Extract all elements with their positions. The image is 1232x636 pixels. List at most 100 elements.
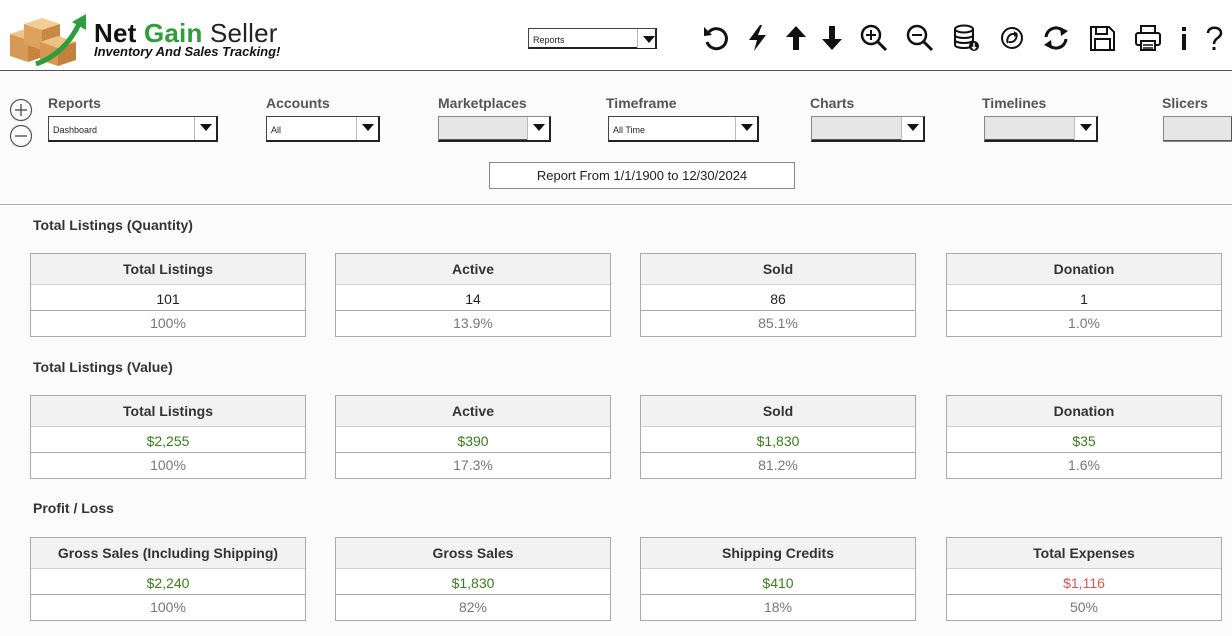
timeframe-select-value: All Time bbox=[613, 125, 646, 135]
section-title-value: Total Listings (Value) bbox=[33, 359, 173, 375]
card-value: 101 bbox=[31, 285, 305, 311]
timelines-label: Timelines bbox=[982, 95, 1047, 111]
slicers-select[interactable] bbox=[1163, 116, 1232, 142]
card-total-listings-value: Total Listings $2,255 100% bbox=[30, 395, 306, 479]
view-select[interactable]: Reports bbox=[528, 28, 657, 49]
sync-circle-icon[interactable] bbox=[994, 18, 1030, 58]
card-header: Total Expenses bbox=[947, 538, 1221, 569]
title-gain: Gain bbox=[143, 18, 203, 48]
print-icon[interactable] bbox=[1130, 18, 1166, 58]
card-total-listings-qty: Total Listings 101 100% bbox=[30, 253, 306, 337]
card-header: Donation bbox=[947, 396, 1221, 427]
reports-label: Reports bbox=[48, 95, 101, 111]
help-icon[interactable] bbox=[1196, 18, 1232, 58]
marketplaces-select[interactable] bbox=[438, 116, 551, 142]
expand-plus-icon[interactable] bbox=[9, 98, 33, 122]
view-select-value: Reports bbox=[533, 35, 565, 45]
app-subtitle: Inventory And Sales Tracking! bbox=[94, 44, 281, 59]
timeframe-label: Timeframe bbox=[606, 95, 677, 111]
chevron-down-icon bbox=[527, 117, 549, 140]
chevron-down-icon bbox=[901, 117, 923, 140]
card-active-value: Active $390 17.3% bbox=[335, 395, 611, 479]
card-sold-value: Sold $1,830 81.2% bbox=[640, 395, 916, 479]
accounts-select-value: All bbox=[271, 125, 282, 135]
marketplaces-label: Marketplaces bbox=[438, 95, 527, 111]
boxes-logo-icon bbox=[10, 14, 86, 67]
reload-icon[interactable] bbox=[1038, 18, 1074, 58]
card-value: $390 bbox=[336, 427, 610, 453]
card-value: 14 bbox=[336, 285, 610, 311]
card-value: $410 bbox=[641, 569, 915, 595]
app-logo: Net Gain Seller Inventory And Sales Trac… bbox=[6, 4, 306, 67]
card-value: $1,116 bbox=[947, 569, 1221, 595]
chevron-down-icon bbox=[356, 117, 378, 140]
title-net: Net bbox=[94, 18, 137, 48]
slicers-label: Slicers bbox=[1162, 95, 1208, 111]
card-donation-value: Donation $35 1.6% bbox=[946, 395, 1222, 479]
card-percent: 17.3% bbox=[453, 457, 493, 473]
card-percent: 100% bbox=[150, 457, 186, 473]
card-header: Total Listings bbox=[31, 396, 305, 427]
report-range-label: Report From 1/1/1900 to 12/30/2024 bbox=[489, 162, 795, 189]
toolbar bbox=[696, 18, 1232, 60]
database-add-icon[interactable] bbox=[948, 18, 984, 58]
charts-select[interactable] bbox=[811, 116, 925, 142]
refresh-undo-icon[interactable] bbox=[698, 18, 734, 58]
card-value: 86 bbox=[641, 285, 915, 311]
card-percent: 81.2% bbox=[758, 457, 798, 473]
card-header: Gross Sales bbox=[336, 538, 610, 569]
save-icon[interactable] bbox=[1084, 18, 1120, 58]
zoom-out-icon[interactable] bbox=[902, 18, 938, 58]
card-value: $1,830 bbox=[336, 569, 610, 595]
arrow-up-icon[interactable] bbox=[778, 18, 814, 58]
chevron-down-icon bbox=[194, 117, 216, 140]
timelines-select[interactable] bbox=[984, 116, 1098, 142]
header-bar: Net Gain Seller Inventory And Sales Trac… bbox=[0, 0, 1232, 71]
card-gross-sales: Gross Sales $1,830 82% bbox=[335, 537, 611, 621]
card-percent: 50% bbox=[1069, 599, 1099, 615]
card-percent: 100% bbox=[150, 315, 186, 331]
collapse-minus-icon[interactable] bbox=[9, 124, 33, 148]
timeframe-select[interactable]: All Time bbox=[608, 116, 759, 142]
chevron-down-icon bbox=[1074, 117, 1096, 140]
info-icon[interactable] bbox=[1166, 18, 1202, 58]
card-header: Donation bbox=[947, 254, 1221, 285]
section-title-profit-loss: Profit / Loss bbox=[33, 500, 114, 516]
card-percent: 1.0% bbox=[1068, 315, 1100, 331]
card-percent: 13.9% bbox=[453, 315, 493, 331]
accounts-select[interactable]: All bbox=[266, 116, 380, 142]
zoom-in-icon[interactable] bbox=[856, 18, 892, 58]
card-header: Sold bbox=[641, 396, 915, 427]
card-percent: 100% bbox=[150, 599, 186, 615]
card-header: Sold bbox=[641, 254, 915, 285]
chevron-down-icon bbox=[735, 117, 757, 140]
card-gross-sales-incl-shipping: Gross Sales (Including Shipping) $2,240 … bbox=[30, 537, 306, 621]
reports-select[interactable]: Dashboard bbox=[48, 116, 218, 142]
card-header: Total Listings bbox=[31, 254, 305, 285]
section-divider bbox=[0, 204, 1232, 205]
card-value: 1 bbox=[947, 285, 1221, 311]
card-percent: 82% bbox=[458, 599, 488, 615]
card-percent: 18% bbox=[763, 599, 793, 615]
section-title-quantity: Total Listings (Quantity) bbox=[33, 217, 193, 233]
card-donation-qty: Donation 1 1.0% bbox=[946, 253, 1222, 337]
charts-label: Charts bbox=[810, 95, 855, 111]
card-header: Shipping Credits bbox=[641, 538, 915, 569]
title-seller: Seller bbox=[209, 18, 278, 48]
card-value: $35 bbox=[947, 427, 1221, 453]
app-title: Net Gain Seller bbox=[94, 18, 278, 49]
reports-select-value: Dashboard bbox=[53, 125, 98, 135]
card-header: Active bbox=[336, 254, 610, 285]
card-header: Gross Sales (Including Shipping) bbox=[31, 538, 305, 569]
card-header: Active bbox=[336, 396, 610, 427]
accounts-label: Accounts bbox=[266, 95, 330, 111]
chevron-down-icon bbox=[637, 29, 655, 48]
card-value: $2,240 bbox=[31, 569, 305, 595]
card-value: $2,255 bbox=[31, 427, 305, 453]
card-percent: 1.6% bbox=[1068, 457, 1100, 473]
arrow-down-icon[interactable] bbox=[814, 18, 850, 58]
card-sold-qty: Sold 86 85.1% bbox=[640, 253, 916, 337]
card-percent: 85.1% bbox=[758, 315, 798, 331]
lightning-icon[interactable] bbox=[740, 18, 776, 58]
